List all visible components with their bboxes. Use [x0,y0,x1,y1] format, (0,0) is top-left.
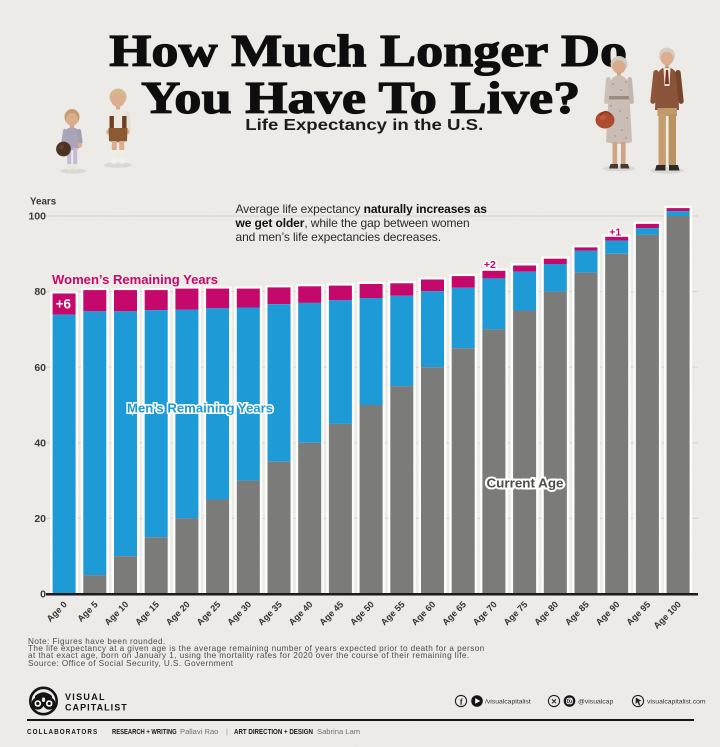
svg-text:/visualcapitalist: /visualcapitalist [485,699,531,706]
svg-text:0: 0 [40,589,46,601]
svg-text:Age 90: Age 90 [594,599,622,627]
svg-text:+1: +1 [609,227,621,239]
svg-text:CAPITALIST: CAPITALIST [65,702,128,712]
svg-text:Age 95: Age 95 [624,599,652,627]
svg-text:Age 5: Age 5 [75,599,99,623]
svg-text:Women’s Remaining Years: Women’s Remaining Years [52,272,218,287]
svg-text:Age 100: Age 100 [652,599,683,630]
svg-text:40: 40 [34,437,46,449]
svg-text:Men’s Remaining Years: Men’s Remaining Years [127,401,273,416]
svg-text:VISUAL: VISUAL [65,692,106,702]
svg-text:Age 15: Age 15 [133,599,161,627]
svg-text:+2: +2 [484,259,496,271]
svg-text:Current Age: Current Age [487,476,564,491]
svg-text:Age 70: Age 70 [471,599,499,627]
svg-text:Age 40: Age 40 [287,599,315,627]
svg-text:Age 55: Age 55 [379,599,407,627]
svg-text:60: 60 [34,362,46,374]
svg-text:visualcapitalist.com: visualcapitalist.com [647,699,706,706]
svg-text:Age 20: Age 20 [164,599,192,627]
svg-text:100: 100 [28,211,46,223]
svg-text:Years: Years [30,197,57,208]
svg-text:Age 50: Age 50 [348,599,376,627]
svg-text:Age 10: Age 10 [102,599,130,627]
svg-text:Age 75: Age 75 [502,599,530,627]
svg-text:Age 85: Age 85 [563,599,591,627]
svg-text:+6: +6 [56,297,72,312]
svg-text:Age 30: Age 30 [225,599,253,627]
svg-text:@visualcap: @visualcap [578,699,613,706]
svg-text:f: f [460,697,463,706]
svg-text:Age 0: Age 0 [45,599,69,623]
svg-text:Age 60: Age 60 [409,599,437,627]
svg-text:Age 45: Age 45 [317,599,345,627]
svg-text:✕: ✕ [551,697,557,706]
svg-text:Age 80: Age 80 [532,599,560,627]
svg-text:Age 65: Age 65 [440,599,468,627]
svg-text:80: 80 [34,286,46,298]
svg-text:Age 35: Age 35 [256,599,284,627]
svg-text:20: 20 [34,513,46,525]
svg-text:Age 25: Age 25 [195,599,223,627]
